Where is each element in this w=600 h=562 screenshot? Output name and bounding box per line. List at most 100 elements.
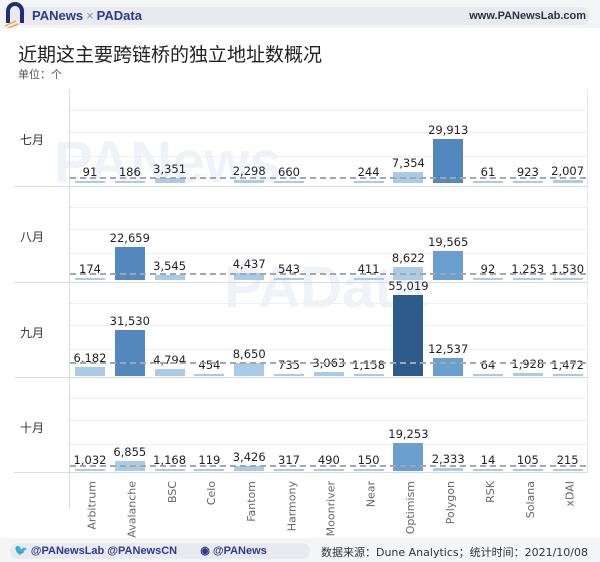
value-label: 22,659 [109, 230, 150, 245]
value-label: 61 [480, 165, 496, 179]
chart-area: PANews PAData 七月 91 186 3,351 2,298 660 244 7,3… [14, 89, 588, 538]
bar-near[interactable] [353, 278, 384, 280]
bar-polygon[interactable] [433, 357, 464, 376]
bar-celo[interactable] [194, 374, 225, 376]
category-label: Near [364, 481, 378, 508]
bar-solana[interactable] [512, 469, 543, 471]
brand-title: PANews × PAData [32, 8, 142, 23]
value-label: 19,253 [388, 426, 429, 441]
value-label: 6,182 [73, 350, 107, 365]
social-handles: 🐦 @PANewsLab @PANewsCN ◉ @PANews [14, 544, 267, 557]
bar-rsk[interactable] [473, 278, 503, 280]
value-label: 12,537 [428, 341, 469, 356]
bar-solana[interactable] [512, 278, 543, 280]
bar-bsc[interactable] [154, 469, 185, 471]
bar-solana[interactable] [512, 373, 543, 376]
bar-rsk[interactable] [473, 181, 503, 183]
right-border [587, 89, 588, 472]
site-url[interactable]: www.PANewsLab.com [469, 10, 586, 22]
watermark-panews: PANews [54, 130, 282, 195]
bar-optimism[interactable] [393, 295, 424, 376]
chart-card [0, 28, 600, 538]
bar-polygon[interactable] [433, 251, 464, 280]
average-line [70, 361, 586, 364]
bar-fantom[interactable] [234, 273, 265, 280]
row-label: 九月 [20, 326, 45, 340]
bar-harmony[interactable] [274, 278, 304, 280]
panews-logo-icon [4, 2, 24, 30]
average-line [70, 272, 586, 275]
value-label: 317 [278, 453, 300, 467]
bar-harmony[interactable] [274, 469, 304, 471]
value-label: 14 [480, 453, 496, 467]
axis-divider [69, 89, 70, 509]
bar-bsc[interactable] [154, 178, 185, 183]
bar-near[interactable] [353, 469, 384, 471]
bar-fantom[interactable] [234, 179, 265, 183]
category-label: Moonriver [324, 481, 338, 537]
gridline [70, 228, 588, 230]
row-divider [14, 186, 588, 187]
value-label: 8,622 [391, 251, 425, 266]
gridline [70, 252, 588, 254]
bar-fantom[interactable] [234, 363, 265, 376]
category-label: RSK [484, 481, 497, 503]
bar-rsk[interactable] [473, 374, 503, 376]
value-label: 244 [357, 165, 380, 179]
row-label: 七月 [20, 133, 45, 147]
bar-polygon[interactable] [433, 139, 464, 183]
category-label: Celo [205, 481, 219, 506]
gridline [70, 302, 588, 304]
value-label: 2,007 [551, 164, 585, 179]
bar-near[interactable] [353, 374, 384, 376]
value-label: 1,253 [511, 262, 545, 276]
bar-arbitrum[interactable] [75, 366, 105, 376]
bar-avalanche[interactable] [114, 329, 145, 376]
gridline [70, 131, 588, 133]
value-label: 1,168 [153, 453, 187, 467]
bar-solana[interactable] [512, 181, 543, 183]
bar-xdai[interactable] [552, 277, 583, 280]
bar-harmony[interactable] [274, 181, 304, 183]
bar-rsk[interactable] [473, 469, 503, 471]
value-label: 454 [198, 358, 221, 372]
value-label: 19,565 [428, 235, 469, 250]
value-label: 2,333 [431, 451, 465, 466]
bar-fantom[interactable] [234, 465, 265, 471]
row-divider [14, 377, 588, 378]
bar-moonriver[interactable] [313, 469, 344, 471]
category-label: Optimism [404, 481, 418, 535]
bar-bsc[interactable] [154, 274, 185, 280]
bar-moonriver[interactable] [313, 371, 344, 376]
weibo-icon: ◉ [200, 545, 210, 557]
bar-xdai[interactable] [552, 469, 583, 471]
value-label: 174 [79, 262, 101, 276]
bar-polygon[interactable] [433, 467, 464, 471]
value-label: 735 [278, 358, 300, 372]
bar-arbitrum[interactable] [75, 181, 105, 183]
bar-near[interactable] [353, 181, 384, 183]
category-label: Harmony [285, 481, 298, 532]
gridline [70, 397, 588, 399]
category-label: BSC [165, 481, 179, 504]
chart-title: 近期这主要跨链桥的独立地址数概况 [18, 44, 323, 66]
value-label: 3,426 [232, 449, 266, 464]
bar-bsc[interactable] [154, 368, 185, 376]
bar-xdai[interactable] [552, 373, 583, 376]
value-label: 3,545 [153, 258, 187, 273]
bar-avalanche[interactable] [114, 181, 145, 183]
bar-harmony[interactable] [274, 374, 304, 376]
value-label: 92 [480, 262, 496, 276]
value-label: 105 [516, 453, 539, 467]
bar-arbitrum[interactable] [75, 469, 105, 471]
bar-arbitrum[interactable] [75, 278, 105, 280]
value-label: 2,298 [232, 163, 266, 178]
bar-xdai[interactable] [552, 180, 583, 183]
row-label: 十月 [20, 421, 45, 435]
average-line [70, 177, 586, 179]
value-label: 215 [556, 453, 579, 467]
value-label: 186 [118, 165, 141, 179]
bar-celo[interactable] [194, 469, 225, 471]
gridline [70, 206, 588, 208]
bar-avalanche[interactable] [114, 246, 145, 280]
